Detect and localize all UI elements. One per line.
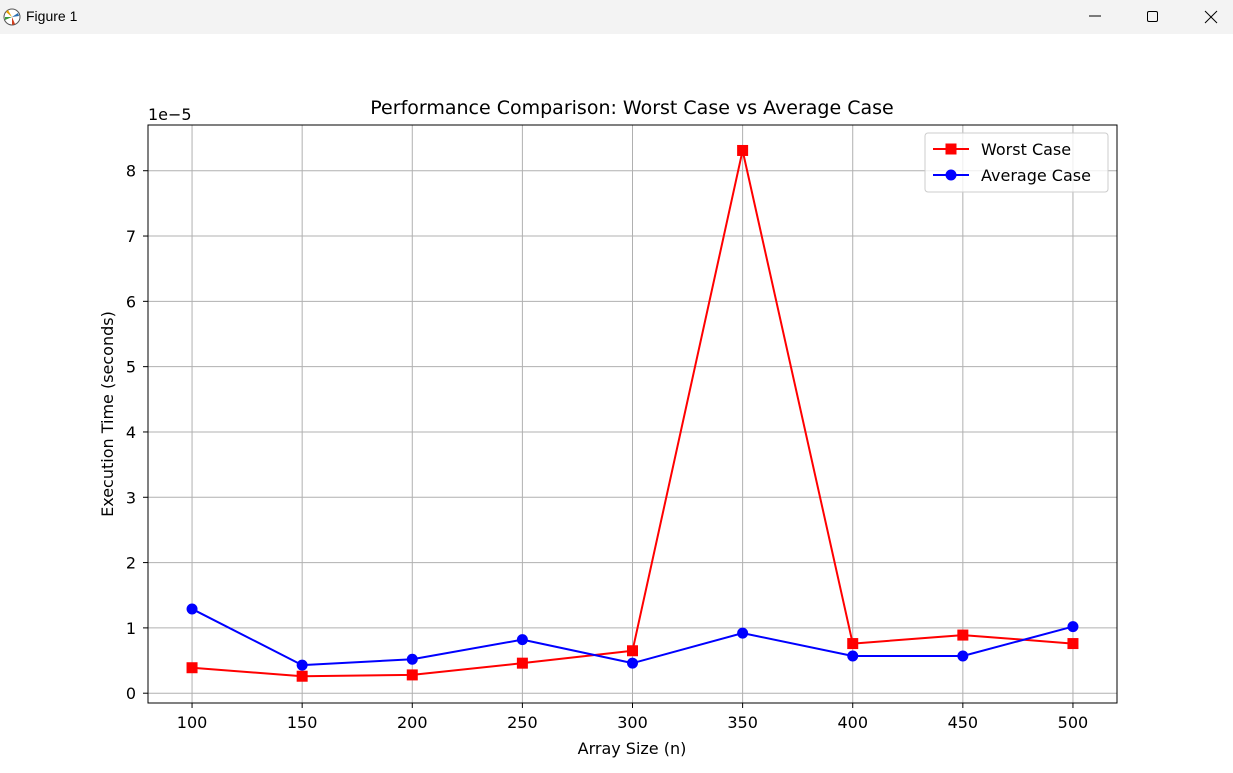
- matplotlib-logo-icon: [3, 8, 21, 26]
- y-offset-label: 1e−5: [148, 105, 192, 124]
- worst-case-point: [186, 662, 198, 674]
- minimize-icon: [1089, 15, 1101, 17]
- worst-case-point: [737, 144, 749, 156]
- average-case-point: [296, 659, 308, 671]
- average-case-point: [627, 657, 638, 669]
- line-chart: 100 150 200 250 300 350 400 450 500 0 1 2 3 4 5 6 7 8 Per…: [98, 97, 1118, 758]
- y-tick-label: 1: [126, 619, 136, 638]
- average-case-point: [847, 650, 859, 662]
- series-layer: [186, 144, 1079, 682]
- worst-case-point: [627, 645, 638, 657]
- x-tick-label: 200: [397, 713, 428, 732]
- x-tick-label: 500: [1058, 713, 1089, 732]
- worst-case-point: [847, 638, 859, 650]
- x-tick-label: 150: [287, 713, 318, 732]
- average-case-point: [186, 603, 198, 615]
- y-tick-label: 5: [126, 358, 136, 377]
- close-button[interactable]: [1182, 0, 1233, 34]
- grid-layer: [148, 125, 1117, 703]
- chart-title: Performance Comparison: Worst Case vs Av…: [370, 97, 893, 119]
- y-tick-label: 8: [126, 162, 136, 181]
- maximize-icon: [1147, 11, 1158, 22]
- y-tick-label: 2: [126, 554, 136, 573]
- legend-frame: [924, 132, 1109, 193]
- legend: Worst Case Average Case: [924, 132, 1109, 193]
- worst-case-point: [516, 657, 528, 669]
- x-tick-label: 350: [727, 713, 758, 732]
- x-axis-label: Array Size (n): [578, 739, 687, 758]
- y-tick-label: 7: [126, 227, 136, 246]
- worst-case-point: [296, 670, 308, 682]
- close-icon: [1204, 10, 1218, 24]
- y-tick-label: 4: [126, 423, 136, 442]
- y-tick-label: 6: [126, 292, 136, 311]
- legend-worst-case-marker: [945, 143, 957, 155]
- legend-average-case-marker: [945, 169, 957, 181]
- average-case-point: [737, 627, 749, 639]
- y-tick-label: 3: [126, 488, 136, 507]
- average-case-point: [1067, 621, 1079, 633]
- window-titlebar: Figure 1: [0, 0, 1233, 34]
- y-axis-label: Execution Time (seconds): [98, 311, 117, 517]
- worst-case-point: [406, 669, 418, 681]
- x-tick-label: 400: [837, 713, 868, 732]
- minimize-button[interactable]: [1066, 0, 1124, 34]
- legend-worst-case-label: Worst Case: [981, 140, 1071, 159]
- average-case-point: [957, 650, 969, 662]
- tick-layer: 100 150 200 250 300 350 400 450 500 0 1 2 3 4 5 6 7 8: [126, 162, 1088, 732]
- legend-average-case-label: Average Case: [981, 166, 1091, 185]
- x-tick-label: 450: [948, 713, 979, 732]
- figure-canvas: 100 150 200 250 300 350 400 450 500 0 1 2 3 4 5 6 7 8 Per…: [0, 34, 1233, 769]
- maximize-button[interactable]: [1124, 0, 1182, 34]
- x-tick-label: 100: [177, 713, 208, 732]
- worst-case-point: [957, 629, 969, 641]
- y-tick-label: 0: [126, 684, 136, 703]
- worst-case-point: [1067, 638, 1079, 650]
- average-case-point: [406, 653, 418, 665]
- x-tick-label: 300: [617, 713, 648, 732]
- window-title: Figure 1: [26, 8, 78, 24]
- average-case-point: [516, 634, 528, 646]
- x-tick-label: 250: [507, 713, 538, 732]
